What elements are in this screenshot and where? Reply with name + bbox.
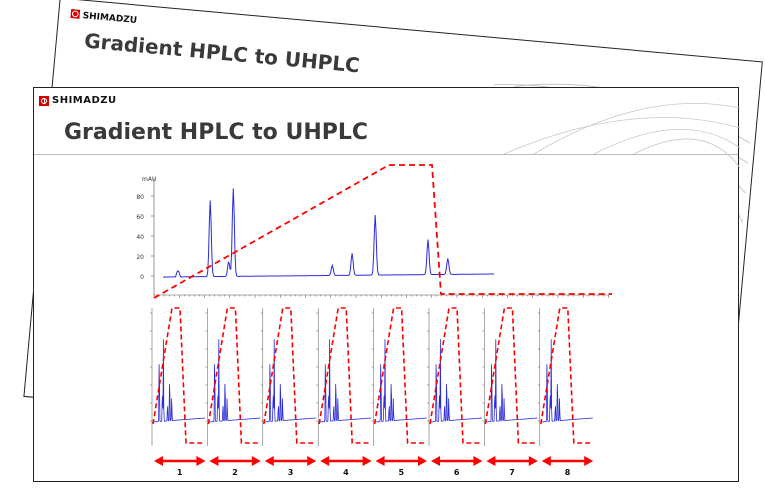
y-axis-unit: mAU (142, 176, 156, 183)
logo-text: SHIMADZU (52, 95, 117, 106)
arrow-head-left (375, 456, 385, 466)
uhplc-run (482, 307, 538, 446)
run-arrow: 3 (264, 456, 317, 477)
shimadzu-logo-icon (39, 95, 49, 106)
back-logo-text: SHIMADZU (82, 11, 137, 26)
run-gradient (207, 307, 261, 444)
run-number: 6 (454, 468, 460, 477)
uhplc-runs (150, 307, 593, 446)
y-tick-label: 60 (136, 214, 144, 221)
uhplc-run (205, 307, 261, 446)
run-arrow: 2 (209, 456, 261, 477)
run-arrows: 1 2 3 4 5 6 7 8 (154, 456, 594, 477)
run-gradient (429, 307, 482, 444)
arrow-head-right (196, 456, 206, 466)
run-number: 4 (343, 468, 349, 477)
shimadzu-logo: SHIMADZU (39, 95, 117, 106)
run-arrow: 5 (375, 456, 427, 477)
run-gradient (484, 307, 538, 444)
arrow-head-right (362, 456, 372, 466)
uhplc-run (427, 307, 483, 446)
arrow-head-left (264, 456, 274, 466)
uhplc-run (260, 307, 316, 446)
run-number: 5 (399, 468, 405, 477)
uhplc-run (537, 307, 593, 446)
y-tick-label: 0 (140, 274, 144, 281)
front-slide: SHIMADZU Gradient HPLC to UHPLC mAU 80 60… (33, 87, 740, 482)
header-swoosh (503, 103, 740, 169)
run-number: 8 (565, 468, 571, 477)
run-trace (152, 339, 206, 423)
run-arrow: 8 (541, 456, 594, 477)
arrow-head-right (418, 456, 427, 466)
run-gradient (318, 307, 372, 444)
title-divider (34, 154, 738, 155)
run-trace (540, 339, 593, 423)
run-arrow: 7 (486, 456, 538, 477)
run-trace (374, 339, 427, 423)
uhplc-run (371, 307, 427, 446)
run-gradient (152, 307, 205, 444)
arrow-head-left (154, 456, 163, 466)
run-trace (485, 339, 538, 423)
run-number: 1 (177, 468, 183, 477)
hplc-trace (163, 188, 495, 278)
y-ticks: 80 60 40 20 0 (136, 194, 154, 281)
y-tick-label: 80 (136, 194, 144, 201)
run-trace (319, 339, 372, 423)
arrow-head-right (251, 456, 261, 466)
run-arrow: 4 (320, 456, 372, 477)
arrow-head-left (431, 456, 440, 466)
y-tick-label: 40 (136, 234, 144, 241)
arrow-head-left (541, 456, 551, 466)
arrow-head-right (584, 456, 594, 466)
arrow-head-left (486, 456, 496, 466)
arrow-head-left (320, 456, 330, 466)
run-arrow: 6 (431, 456, 483, 477)
uhplc-run (150, 307, 206, 446)
slide-title: Gradient HPLC to UHPLC (64, 120, 369, 145)
arrow-head-left (209, 456, 219, 466)
run-trace (208, 339, 261, 423)
run-number: 7 (509, 468, 515, 477)
chart-area: mAU 80 60 40 20 0 1 2 3 4 5 6 7 8 (136, 103, 740, 477)
run-number: 2 (232, 468, 238, 477)
run-trace (429, 339, 483, 423)
run-arrow: 1 (154, 456, 206, 477)
run-gradient (373, 307, 427, 444)
run-gradient (263, 307, 316, 444)
run-gradient (540, 307, 593, 444)
hplc-chromatogram: mAU 80 60 40 20 0 (136, 164, 612, 299)
run-trace (263, 339, 316, 423)
hplc-gradient-profile (153, 164, 612, 299)
uhplc-run (316, 307, 372, 446)
arrow-head-right (473, 456, 483, 466)
arrow-head-right (528, 456, 538, 466)
y-tick-label: 20 (136, 254, 144, 261)
run-number: 3 (288, 468, 294, 477)
x-ticks (153, 295, 609, 298)
arrow-head-right (307, 456, 317, 466)
